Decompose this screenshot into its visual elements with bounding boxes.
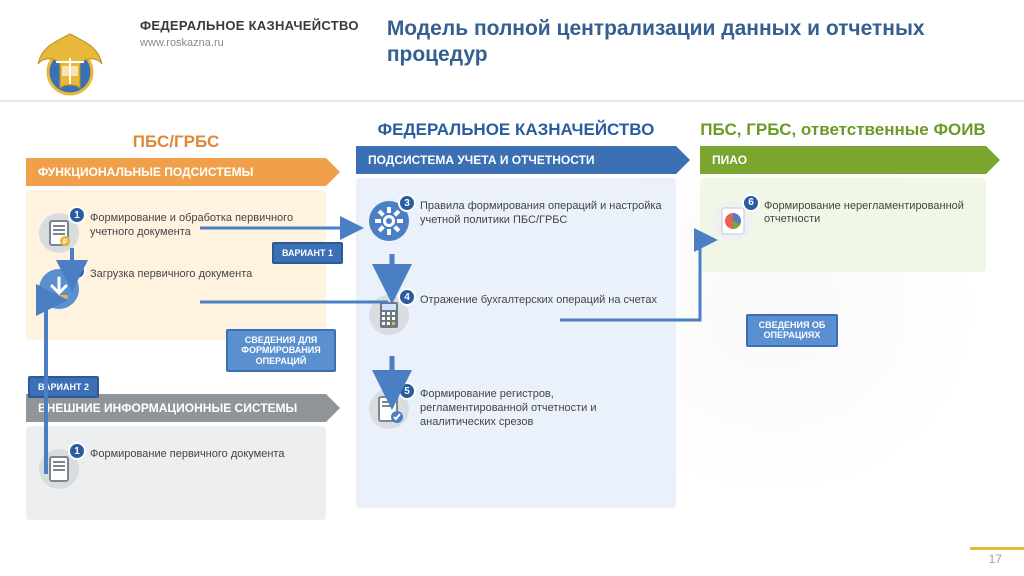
step-badge-4: 4	[398, 288, 416, 306]
panel-accounting: 3 Правила формирования операций и настро…	[356, 178, 676, 508]
step-4: 4 Отражение бухгалтерских операций на сч…	[368, 294, 664, 336]
col1-title: ПБС/ГРБС	[26, 130, 326, 158]
step-5: 5 Формирование регистров, регламентирова…	[368, 388, 664, 430]
panel-functional: 1 ₽ Формирование и обработка первичного …	[26, 190, 326, 340]
step-5-text: Формирование регистров, регламентированн…	[420, 388, 664, 429]
step-badge-2: 2	[68, 262, 86, 280]
tag-variant-2: ВАРИАНТ 2	[28, 376, 99, 398]
ext-step-1: 1 Формирование первичного документа	[38, 448, 314, 490]
step-2-text: Загрузка первичного документа	[90, 268, 252, 282]
header: ФЕДЕРАЛЬНОЕ КАЗНАЧЕЙСТВО www.roskazna.ru…	[20, 14, 1004, 114]
svg-text:₽: ₽	[63, 238, 68, 246]
step-4-text: Отражение бухгалтерских операций на счет…	[420, 294, 657, 308]
col2-title: ФЕДЕРАЛЬНОЕ КАЗНАЧЕЙСТВО	[356, 118, 676, 146]
step-1-text: Формирование и обработка первичного учет…	[90, 212, 314, 240]
step-badge-5: 5	[398, 382, 416, 400]
column-piao: ПБС, ГРБС, ответственные ФОИВ ПИАО 6 Фор…	[700, 118, 986, 272]
column-treasury: ФЕДЕРАЛЬНОЕ КАЗНАЧЕЙСТВО ПОДСИСТЕМА УЧЕТ…	[356, 118, 676, 508]
panel-external: 1 Формирование первичного документа	[26, 426, 326, 520]
ribbon-accounting-subsystem: ПОДСИСТЕМА УЧЕТА И ОТЧЕТНОСТИ	[356, 146, 676, 174]
step-badge-1: 1	[68, 206, 86, 224]
org-url: www.roskazna.ru	[140, 37, 359, 49]
ribbon-functional-subsystems: ФУНКЦИОНАЛЬНЫЕ ПОДСИСТЕМЫ	[26, 158, 326, 186]
step-6: 6 Формирование нерегламентированной отче…	[712, 200, 974, 242]
step-badge-3: 3	[398, 194, 416, 212]
step-badge-6: 6	[742, 194, 760, 212]
tag-variant-1: ВАРИАНТ 1	[272, 242, 343, 264]
accent-bar	[970, 547, 1024, 550]
page-number: 17	[989, 552, 1002, 566]
ext-step-badge-1: 1	[68, 442, 86, 460]
tag-sved-form: СВЕДЕНИЯ ДЛЯ ФОРМИРОВАНИЯ ОПЕРАЦИЙ	[226, 329, 336, 372]
step-6-text: Формирование нерегламентированной отчетн…	[764, 200, 974, 228]
ext-step-1-text: Формирование первичного документа	[90, 448, 284, 462]
ribbon-piao: ПИАО	[700, 146, 986, 174]
col3-title: ПБС, ГРБС, ответственные ФОИВ	[700, 118, 986, 146]
ribbon-external-systems: ВНЕШНИЕ ИНФОРМАЦИОННЫЕ СИСТЕМЫ	[26, 394, 326, 422]
step-3-text: Правила формирования операций и настройк…	[420, 200, 664, 228]
logo-eagle-emblem	[20, 14, 120, 114]
panel-piao: 6 Формирование нерегламентированной отче…	[700, 178, 986, 272]
org-title: ФЕДЕРАЛЬНОЕ КАЗНАЧЕЙСТВО	[140, 18, 359, 33]
step-3: 3 Правила формирования операций и настро…	[368, 200, 664, 242]
header-divider	[0, 100, 1024, 102]
tag-sved-op: СВЕДЕНИЯ ОБ ОПЕРАЦИЯХ	[746, 314, 838, 347]
step-2: 2 Загрузка первичного документа	[38, 268, 314, 310]
column-pbs-grbs: ПБС/ГРБС ФУНКЦИОНАЛЬНЫЕ ПОДСИСТЕМЫ 1 ₽ Ф…	[26, 130, 326, 520]
